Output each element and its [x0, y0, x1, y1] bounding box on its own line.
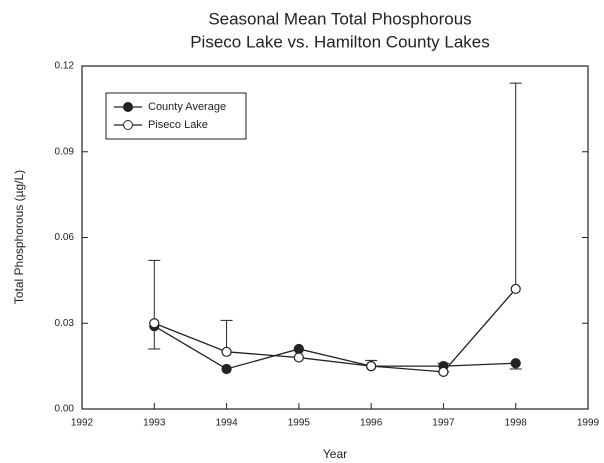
x-tick-label: 1998 [505, 418, 528, 429]
x-tick-label: 1996 [360, 418, 383, 429]
marker [366, 361, 377, 372]
legend-label: County Average [148, 101, 226, 113]
x-tick-label: 1997 [432, 418, 455, 429]
legend-label: Piseco Lake [148, 119, 208, 131]
series-line [153, 325, 516, 370]
x-axis-label: Year [323, 447, 347, 461]
y-tick-label: 0.00 [55, 404, 75, 415]
legend-box [105, 92, 247, 140]
marker [293, 352, 304, 363]
legend-marker [123, 120, 133, 130]
marker [221, 346, 232, 357]
x-tick-label: 1992 [71, 418, 94, 429]
y-axis-label: Total Phosphorous (µg/L) [12, 170, 26, 304]
y-tick-label: 0.12 [55, 61, 75, 72]
x-tick-label: 1994 [215, 418, 238, 429]
marker [293, 343, 304, 355]
x-tick-label: 1999 [577, 418, 600, 429]
chart-subtitle: Piseco Lake vs. Hamilton County Lakes [190, 32, 490, 51]
x-tick-label: 1995 [288, 418, 311, 429]
marker [510, 358, 521, 369]
marker [438, 366, 449, 377]
y-tick-label: 0.03 [55, 318, 75, 329]
chart-title: Seasonal Mean Total Phosphorous [208, 9, 471, 28]
y-tick-label: 0.09 [55, 146, 75, 157]
x-tick-label: 1993 [143, 418, 166, 429]
marker [149, 318, 160, 329]
legend-marker [123, 102, 133, 112]
marker [510, 283, 521, 295]
marker [221, 363, 232, 375]
y-tick-label: 0.06 [55, 232, 75, 243]
series-line [154, 288, 517, 373]
